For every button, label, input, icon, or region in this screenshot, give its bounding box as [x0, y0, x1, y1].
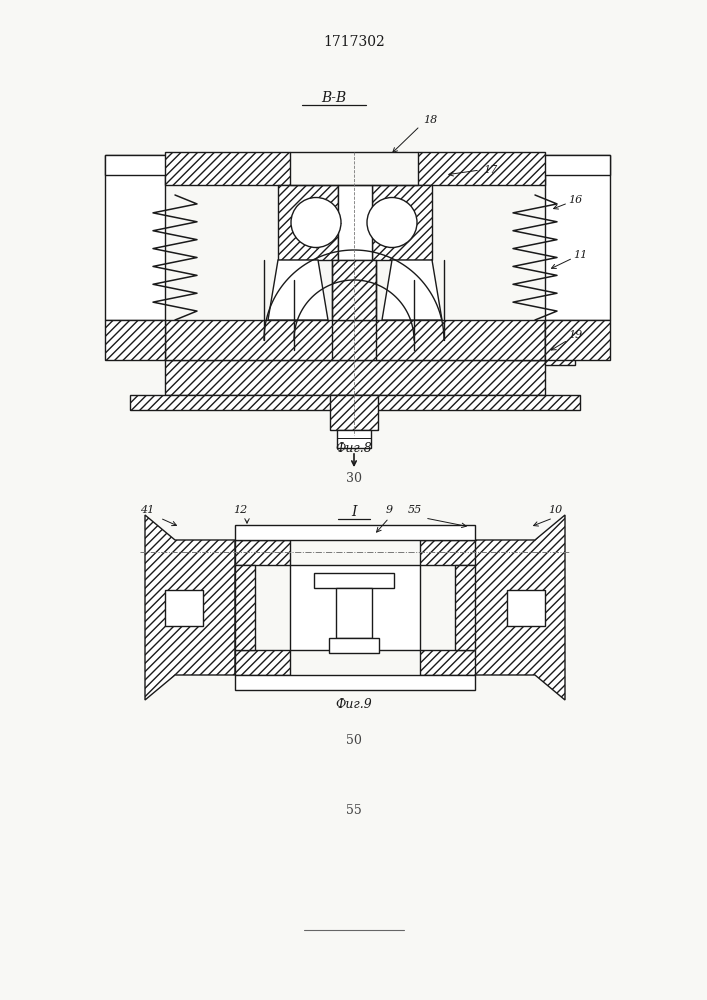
Polygon shape	[455, 565, 475, 650]
Polygon shape	[420, 650, 475, 675]
Text: 19: 19	[568, 330, 582, 340]
Text: 16: 16	[568, 195, 582, 205]
Polygon shape	[337, 430, 371, 448]
Polygon shape	[314, 572, 394, 587]
Polygon shape	[507, 589, 545, 626]
Polygon shape	[330, 395, 378, 430]
Polygon shape	[545, 320, 575, 365]
Text: I: I	[351, 505, 357, 519]
Polygon shape	[329, 638, 379, 652]
Polygon shape	[235, 675, 475, 690]
Polygon shape	[545, 320, 610, 360]
Polygon shape	[235, 540, 290, 565]
Polygon shape	[332, 260, 376, 320]
Polygon shape	[420, 540, 475, 565]
Polygon shape	[475, 515, 565, 700]
Text: 30: 30	[346, 472, 362, 485]
Polygon shape	[235, 525, 475, 540]
Polygon shape	[418, 152, 545, 185]
Polygon shape	[235, 650, 290, 675]
Polygon shape	[525, 155, 610, 175]
Polygon shape	[105, 155, 165, 320]
Text: 17: 17	[483, 165, 497, 175]
Text: 55: 55	[346, 804, 362, 816]
Polygon shape	[372, 185, 432, 260]
Polygon shape	[235, 565, 255, 650]
Polygon shape	[105, 320, 165, 360]
Polygon shape	[165, 152, 290, 185]
Polygon shape	[382, 260, 442, 320]
Text: 18: 18	[423, 115, 437, 125]
Polygon shape	[165, 320, 545, 360]
Text: 12: 12	[233, 505, 247, 515]
Text: 10: 10	[548, 505, 562, 515]
Circle shape	[291, 198, 341, 247]
Text: 1717302: 1717302	[323, 35, 385, 49]
Text: 11: 11	[573, 250, 587, 260]
Polygon shape	[165, 360, 545, 395]
Text: 55: 55	[408, 505, 422, 515]
Polygon shape	[278, 185, 338, 260]
Circle shape	[367, 198, 417, 247]
Text: 9: 9	[385, 505, 392, 515]
Polygon shape	[105, 155, 185, 175]
Polygon shape	[268, 260, 328, 320]
Text: Фиг.9: Фиг.9	[336, 698, 373, 712]
Text: В-В: В-В	[322, 91, 346, 105]
Text: Фиг.8: Фиг.8	[336, 442, 373, 454]
Polygon shape	[545, 155, 610, 320]
Polygon shape	[165, 589, 203, 626]
Polygon shape	[515, 350, 545, 360]
Polygon shape	[290, 565, 420, 650]
Polygon shape	[336, 587, 372, 638]
Text: 41: 41	[140, 505, 154, 515]
Text: 50: 50	[346, 734, 362, 746]
Polygon shape	[338, 185, 372, 260]
Polygon shape	[145, 515, 235, 700]
Polygon shape	[130, 395, 580, 410]
